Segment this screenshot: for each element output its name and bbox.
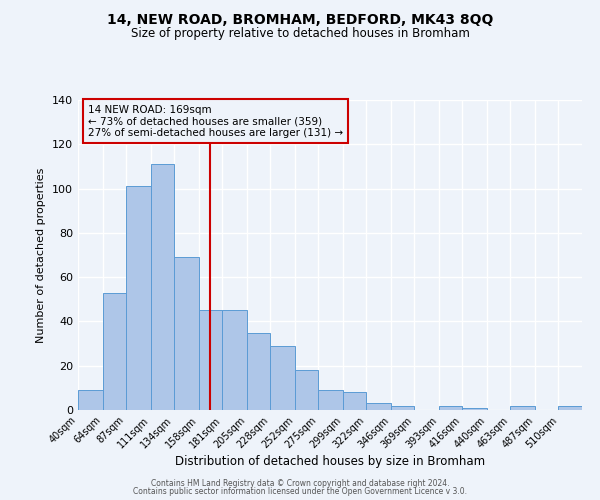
Text: Contains HM Land Registry data © Crown copyright and database right 2024.: Contains HM Land Registry data © Crown c… [151, 478, 449, 488]
Bar [174, 257, 199, 410]
Bar [366, 404, 391, 410]
Bar [295, 370, 318, 410]
Bar [559, 406, 582, 410]
Y-axis label: Number of detached properties: Number of detached properties [37, 168, 46, 342]
Bar [463, 408, 487, 410]
Bar [270, 346, 295, 410]
X-axis label: Distribution of detached houses by size in Bromham: Distribution of detached houses by size … [175, 456, 485, 468]
Text: 14, NEW ROAD, BROMHAM, BEDFORD, MK43 8QQ: 14, NEW ROAD, BROMHAM, BEDFORD, MK43 8QQ [107, 12, 493, 26]
Bar [222, 310, 247, 410]
Bar [126, 186, 151, 410]
Bar [511, 406, 535, 410]
Bar [439, 406, 463, 410]
Bar [151, 164, 174, 410]
Bar [78, 390, 103, 410]
Text: Contains public sector information licensed under the Open Government Licence v : Contains public sector information licen… [133, 487, 467, 496]
Bar [103, 292, 126, 410]
Bar [318, 390, 343, 410]
Bar [343, 392, 366, 410]
Bar [247, 332, 270, 410]
Text: Size of property relative to detached houses in Bromham: Size of property relative to detached ho… [131, 28, 469, 40]
Text: 14 NEW ROAD: 169sqm
← 73% of detached houses are smaller (359)
27% of semi-detac: 14 NEW ROAD: 169sqm ← 73% of detached ho… [88, 104, 343, 138]
Bar [199, 310, 222, 410]
Bar [391, 406, 415, 410]
